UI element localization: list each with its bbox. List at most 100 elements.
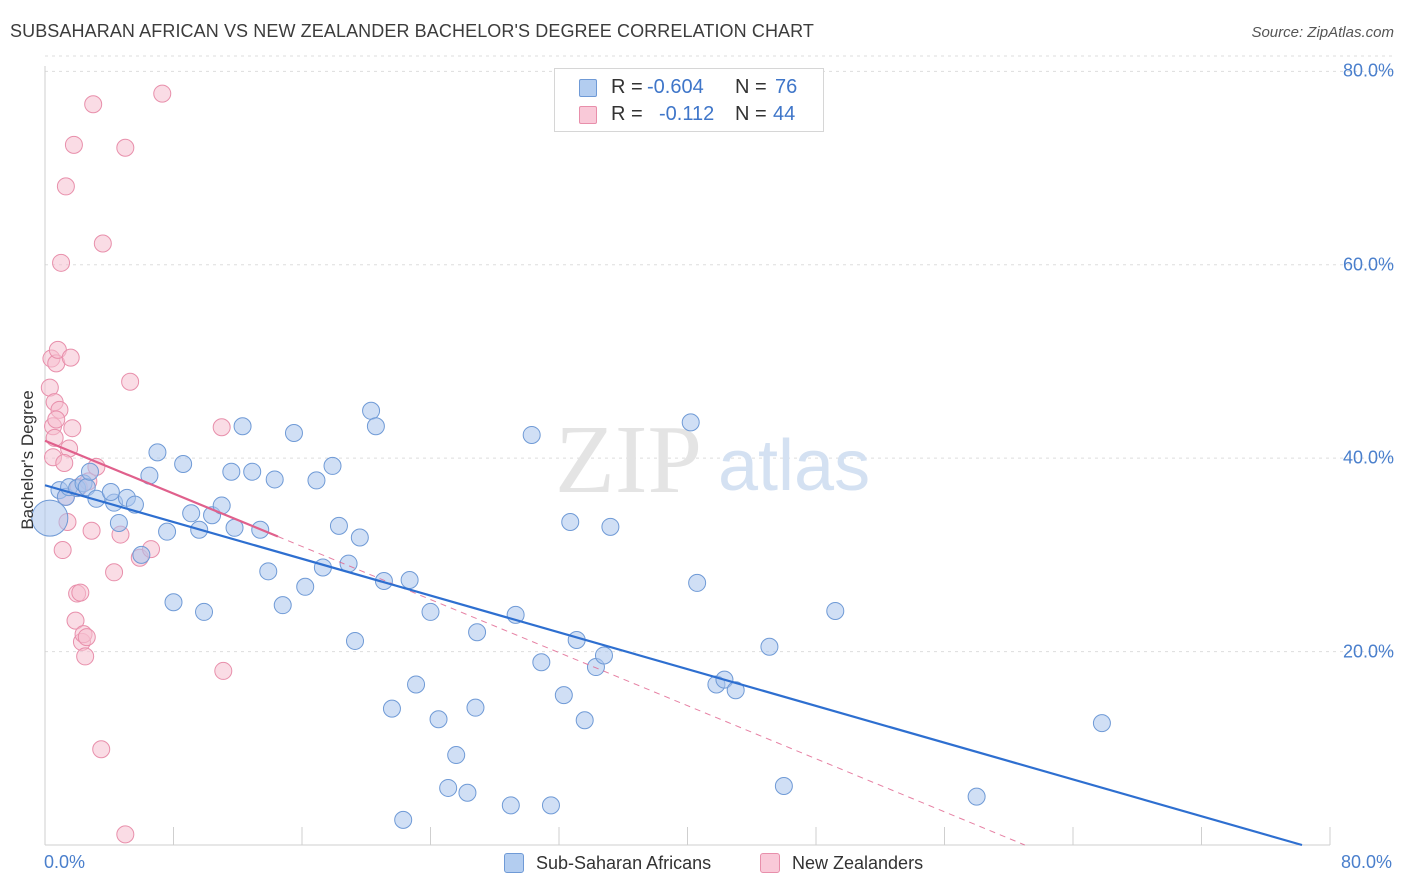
data-point-sub-saharan — [421, 602, 440, 621]
n-value: 76 — [775, 76, 798, 98]
data-point-sub-saharan — [158, 522, 177, 541]
data-point-sub-saharan — [233, 417, 252, 436]
data-point-new-zealander — [93, 234, 112, 253]
data-point-sub-saharan — [501, 796, 520, 815]
data-point-sub-saharan — [222, 462, 241, 481]
y-axis-label: Bachelor's Degree — [18, 390, 37, 530]
data-point-new-zealander — [47, 410, 66, 429]
sub-saharan-africans-points — [31, 401, 1111, 829]
r-label: R = — [611, 76, 643, 98]
data-point-sub-saharan — [601, 517, 620, 536]
data-point-new-zealander — [92, 740, 111, 759]
data-point-sub-saharan — [296, 577, 315, 596]
data-point-sub-saharan — [826, 601, 845, 620]
y-tick-label: 80.0% — [1342, 60, 1394, 81]
data-point-sub-saharan — [273, 596, 292, 615]
trend-lines — [44, 439, 1303, 847]
stats-row-new-zealanders: R = -0.112 N = 44 — [555, 100, 823, 128]
data-point-sub-saharan — [31, 499, 69, 537]
data-point-sub-saharan — [346, 631, 365, 650]
n-label: N = — [735, 76, 767, 98]
pink-swatch — [579, 106, 597, 124]
watermark-atlas: atlas — [718, 426, 870, 506]
data-point-sub-saharan — [468, 623, 487, 642]
data-point-new-zealander — [214, 661, 233, 680]
data-point-sub-saharan — [80, 462, 99, 481]
data-point-sub-saharan — [362, 401, 381, 420]
n-label: N = — [735, 103, 767, 125]
legend-swatch-blue — [504, 853, 524, 873]
data-point-new-zealander — [82, 521, 101, 540]
data-point-sub-saharan — [323, 456, 342, 475]
gridlines — [45, 55, 1392, 653]
data-point-sub-saharan — [400, 571, 419, 590]
x-tick-label-max: 80.0% — [1340, 852, 1392, 872]
r-value: -0.112 — [659, 103, 715, 125]
data-point-sub-saharan — [1092, 714, 1111, 733]
blue-swatch — [579, 79, 597, 97]
data-point-sub-saharan — [532, 653, 551, 672]
data-point-sub-saharan — [967, 787, 986, 806]
data-point-sub-saharan — [466, 698, 485, 717]
data-point-sub-saharan — [541, 796, 560, 815]
data-point-sub-saharan — [195, 602, 214, 621]
data-point-sub-saharan — [350, 528, 369, 547]
data-point-sub-saharan — [774, 777, 793, 796]
data-point-sub-saharan — [101, 483, 120, 502]
data-point-new-zealander — [56, 177, 75, 196]
x-axis — [44, 66, 1331, 846]
y-tick-label: 40.0% — [1342, 447, 1394, 468]
data-point-sub-saharan — [329, 516, 348, 535]
data-point-new-zealander — [84, 95, 103, 114]
data-point-new-zealander — [63, 419, 82, 438]
data-point-sub-saharan — [109, 513, 128, 532]
data-point-sub-saharan — [374, 571, 393, 590]
data-point-sub-saharan — [561, 512, 580, 531]
data-point-sub-saharan — [681, 413, 700, 432]
r-value: -0.604 — [647, 76, 704, 98]
watermark: ZIP atlas — [555, 406, 870, 514]
data-point-sub-saharan — [87, 489, 106, 508]
data-point-sub-saharan — [148, 443, 167, 462]
data-point-sub-saharan — [429, 710, 448, 729]
data-point-sub-saharan — [164, 593, 183, 612]
data-point-sub-saharan — [243, 462, 262, 481]
data-point-sub-saharan — [447, 746, 466, 765]
chart-title: SUBSAHARAN AFRICAN VS NEW ZEALANDER BACH… — [10, 21, 815, 41]
chart-legend: Sub-Saharan Africans New Zealanders — [0, 851, 1406, 879]
r-label: R = — [611, 103, 643, 125]
data-point-sub-saharan — [458, 783, 477, 802]
data-point-sub-saharan — [259, 562, 278, 581]
data-point-new-zealander — [77, 628, 96, 647]
source-credit: Source: ZipAtlas.com — [1251, 24, 1394, 41]
data-point-sub-saharan — [522, 425, 541, 444]
data-point-sub-saharan — [284, 424, 303, 443]
data-point-sub-saharan — [575, 711, 594, 730]
data-point-sub-saharan — [307, 471, 326, 490]
data-point-new-zealander — [55, 454, 74, 473]
trend-line-sub-saharan — [44, 484, 1303, 847]
data-point-sub-saharan — [366, 417, 385, 436]
data-point-new-zealander — [66, 611, 85, 630]
data-point-sub-saharan — [382, 699, 401, 718]
data-point-sub-saharan — [394, 810, 413, 829]
legend-label: New Zealanders — [792, 853, 924, 873]
trend-line-new-zealanders — [44, 439, 279, 538]
data-point-sub-saharan — [182, 504, 201, 523]
stats-row-sub-saharan: R = -0.604 N = 76 — [555, 73, 823, 101]
legend-swatch-pink — [760, 853, 780, 873]
data-point-sub-saharan — [688, 573, 707, 592]
data-point-new-zealander — [64, 135, 83, 154]
new-zealanders-points — [40, 84, 233, 844]
data-point-new-zealander — [116, 825, 135, 844]
x-tick-label-min: 0.0% — [44, 852, 86, 872]
y-tick-label: 20.0% — [1342, 641, 1394, 662]
data-point-new-zealander — [121, 372, 140, 391]
data-point-sub-saharan — [439, 778, 458, 797]
data-point-sub-saharan — [726, 681, 745, 700]
data-point-new-zealander — [212, 418, 231, 437]
watermark-zip: ZIP — [555, 406, 702, 514]
trend-line-new-zealanders-dashed — [277, 536, 1026, 846]
legend-label: Sub-Saharan Africans — [536, 853, 712, 873]
